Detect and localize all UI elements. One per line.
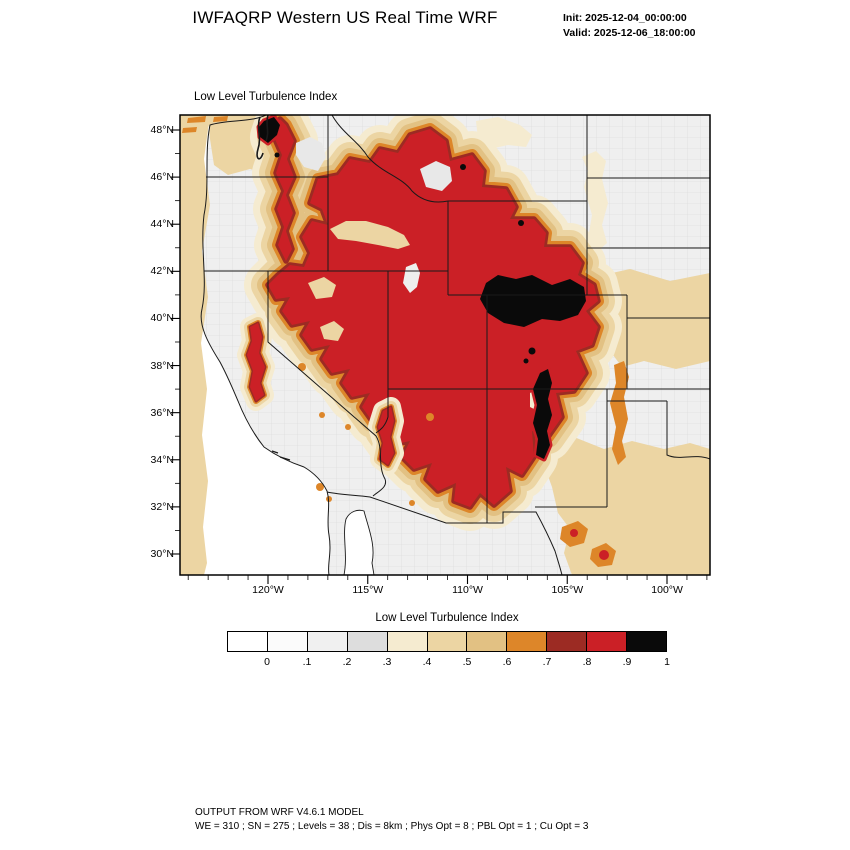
pacific-ocean bbox=[180, 115, 330, 575]
colorbar-label: .8 bbox=[582, 656, 592, 668]
colorbar-labels: 0 .1 .2 .3 .4 .5 .6 .7 .8 .9 1 bbox=[227, 656, 670, 670]
y-tick-label: 48°N bbox=[150, 124, 174, 136]
y-tick-label: 44°N bbox=[150, 218, 174, 231]
colorbar-label: .5 bbox=[462, 656, 472, 668]
footer-line2: WE = 310 ; SN = 275 ; Levels = 38 ; Dis … bbox=[195, 820, 589, 832]
x-tick-label: 115°W bbox=[352, 584, 384, 596]
coastline bbox=[200, 115, 331, 575]
map-svg bbox=[171, 114, 711, 584]
y-tick-label: 30°N bbox=[150, 547, 174, 560]
colorbar-box bbox=[547, 631, 588, 652]
colorbar-label: .4 bbox=[422, 656, 432, 668]
colorbar-box bbox=[347, 631, 388, 652]
colorbar-label: .1 bbox=[302, 656, 312, 668]
map-panel bbox=[171, 114, 711, 584]
run-times: Init: 2025-12-04_00:00:00 Valid: 2025-12… bbox=[563, 11, 696, 41]
channel-islands bbox=[271, 450, 291, 461]
y-tick-label: 38°N bbox=[150, 359, 174, 372]
y-tick-label: 40°N bbox=[150, 312, 174, 325]
valid-time: Valid: 2025-12-06_18:00:00 bbox=[563, 27, 696, 40]
colorbar-box bbox=[627, 631, 667, 652]
map-tick-marks bbox=[171, 129, 708, 584]
page-title: IWFAQRP Western US Real Time WRF bbox=[192, 8, 498, 27]
state-boundaries bbox=[204, 115, 710, 575]
model-footer: OUTPUT FROM WRF V4.6.1 MODEL WE = 310 ; … bbox=[195, 806, 588, 834]
map-title: Low Level Turbulence Index bbox=[194, 91, 338, 103]
x-tick-label: 120°W bbox=[252, 584, 284, 596]
colorbar-box bbox=[507, 631, 548, 652]
y-tick-label: 32°N bbox=[150, 500, 174, 513]
colorbar-box bbox=[587, 631, 628, 652]
colorbar bbox=[227, 631, 667, 652]
y-tick-label: 46°N bbox=[150, 171, 174, 184]
x-tick-label: 110°W bbox=[452, 584, 483, 596]
colorbar-label: 1 bbox=[664, 656, 670, 668]
puget-sound bbox=[256, 115, 269, 160]
footer-line1: OUTPUT FROM WRF V4.6.1 MODEL bbox=[195, 807, 364, 818]
init-time: Init: 2025-12-04_00:00:00 bbox=[563, 12, 687, 24]
x-tick-label: 100°W bbox=[651, 584, 683, 596]
colorbar-label: .2 bbox=[342, 656, 352, 668]
map-frame bbox=[179, 114, 711, 576]
colorbar-box bbox=[227, 631, 268, 652]
colorbar-box bbox=[427, 631, 468, 652]
colorbar-label: .6 bbox=[502, 656, 512, 668]
y-tick-label: 42°N bbox=[150, 265, 174, 278]
colorbar-box bbox=[307, 631, 348, 652]
map-layers bbox=[180, 115, 710, 575]
colorbar-title: Low Level Turbulence Index bbox=[375, 612, 519, 624]
y-tick-label: 36°N bbox=[150, 406, 174, 419]
colorbar-label: 0 bbox=[264, 656, 270, 668]
colorbar-box bbox=[387, 631, 428, 652]
colorbar-box bbox=[267, 631, 308, 652]
x-tick-label: 105°W bbox=[551, 584, 584, 596]
colorbar-label: .3 bbox=[382, 656, 392, 668]
colorbar-label: .9 bbox=[622, 656, 632, 668]
colorbar-label: .7 bbox=[542, 656, 552, 668]
turbulence-black-regions bbox=[259, 117, 586, 459]
colorbar-box bbox=[467, 631, 508, 652]
turbulence-orange-patches bbox=[182, 116, 629, 567]
y-tick-label: 34°N bbox=[150, 453, 174, 466]
gulf-of-california bbox=[343, 509, 375, 575]
